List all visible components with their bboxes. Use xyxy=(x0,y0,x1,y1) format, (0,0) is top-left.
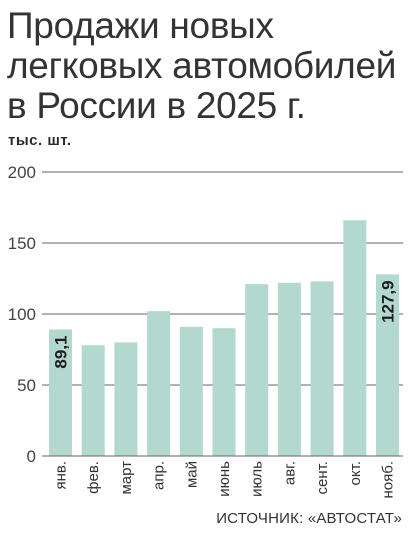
x-tick-label: июль xyxy=(249,461,266,497)
x-tick-label: окт. xyxy=(347,461,364,485)
y-tick-label: 100 xyxy=(8,305,36,324)
bar xyxy=(277,282,301,456)
title-line-3: в России в 2025 г. xyxy=(7,85,306,126)
data-label: 127,9 xyxy=(379,280,398,323)
title-line-1: Продажи новых xyxy=(7,5,274,46)
x-tick-label: авг. xyxy=(281,461,298,485)
x-tick-label: сент. xyxy=(314,461,331,495)
x-tick-label: нояб. xyxy=(380,461,397,499)
bar xyxy=(245,284,269,456)
x-tick-label: янв. xyxy=(53,461,70,490)
x-tick-label: фев. xyxy=(85,461,102,494)
x-tick-label: май xyxy=(183,461,200,488)
bar xyxy=(376,274,399,456)
x-tick-label: апр. xyxy=(151,461,168,490)
bar xyxy=(114,342,138,456)
y-tick-label: 50 xyxy=(17,376,36,395)
bar xyxy=(310,281,334,456)
source-note: ИСТОЧНИК: «АВТОСТАТ» xyxy=(216,510,402,527)
data-label: 89,1 xyxy=(52,335,71,368)
bar xyxy=(179,326,203,456)
title-line-2: легковых автомобилей xyxy=(7,45,397,86)
bar xyxy=(49,329,72,456)
bar xyxy=(147,311,171,456)
bar xyxy=(81,345,105,456)
x-tick-label: июнь xyxy=(216,461,233,497)
y-axis-unit-label: тыс. шт. xyxy=(8,132,72,149)
chart-title: Продажи новых легковых автомобилей в Рос… xyxy=(7,6,407,126)
y-tick-label: 0 xyxy=(27,447,36,466)
bar xyxy=(212,328,236,456)
y-tick-label: 150 xyxy=(8,234,36,253)
y-tick-label: 200 xyxy=(8,163,36,182)
bar xyxy=(343,220,367,456)
x-tick-label: март xyxy=(118,461,135,495)
